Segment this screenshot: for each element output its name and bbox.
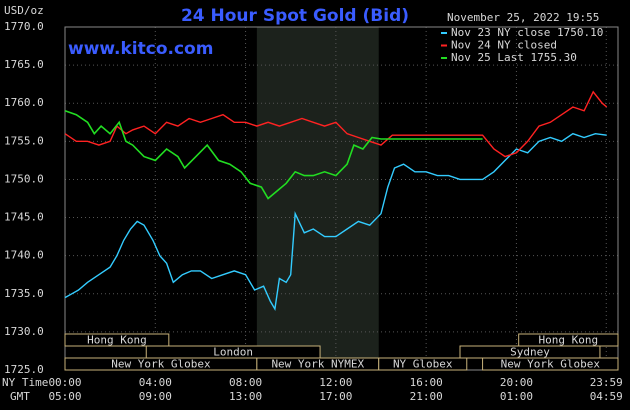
session-label: NY Globex bbox=[393, 358, 453, 371]
y-tick-label: 1725.0 bbox=[4, 363, 44, 376]
y-unit: USD/oz bbox=[4, 4, 44, 17]
x-tick-label: 12:00 bbox=[319, 376, 352, 389]
x-tick-label: 00:00 bbox=[48, 376, 81, 389]
x-tick-label-gmt: 17:00 bbox=[319, 390, 352, 403]
session-label: London bbox=[213, 346, 253, 359]
x-tick-label: 16:00 bbox=[410, 376, 443, 389]
x-tick-label-gmt: 13:00 bbox=[229, 390, 262, 403]
session-label: Hong Kong bbox=[87, 334, 147, 347]
x-tick-label-gmt: 09:00 bbox=[139, 390, 172, 403]
x-tick-label: 08:00 bbox=[229, 376, 262, 389]
x-label-gmt: GMT bbox=[10, 390, 30, 403]
x-tick-label: 23:59 bbox=[590, 376, 623, 389]
price-line bbox=[64, 110, 483, 200]
y-tick-label: 1730.0 bbox=[4, 325, 44, 338]
x-tick-label-gmt: 04:59 bbox=[590, 390, 623, 403]
legend-label: Nov 24 NY closed bbox=[451, 39, 557, 52]
session-box bbox=[482, 357, 619, 371]
session-box bbox=[378, 357, 468, 371]
y-tick-label: 1765.0 bbox=[4, 58, 44, 71]
y-tick-label: 1745.0 bbox=[4, 211, 44, 224]
session-label: New York Globex bbox=[501, 358, 601, 371]
x-tick-label: 20:00 bbox=[500, 376, 533, 389]
y-tick-label: 1770.0 bbox=[4, 20, 44, 33]
y-tick-label: 1750.0 bbox=[4, 172, 44, 185]
x-tick-label-gmt: 05:00 bbox=[48, 390, 81, 403]
legend-label: Nov 25 Last 1755.30 bbox=[451, 51, 577, 64]
price-line bbox=[64, 90, 608, 158]
chart-title: 24 Hour Spot Gold (Bid) bbox=[181, 6, 409, 26]
y-tick-label: 1760.0 bbox=[4, 96, 44, 109]
x-tick-label-gmt: 01:00 bbox=[500, 390, 533, 403]
x-tick-label-gmt: 21:00 bbox=[410, 390, 443, 403]
y-tick-label: 1740.0 bbox=[4, 249, 44, 262]
session-label: Sydney bbox=[510, 346, 550, 359]
price-line bbox=[64, 132, 607, 312]
x-tick-label: 04:00 bbox=[139, 376, 172, 389]
y-tick-label: 1755.0 bbox=[4, 134, 44, 147]
timestamp: November 25, 2022 19:55 bbox=[447, 11, 599, 24]
y-tick-label: 1735.0 bbox=[4, 287, 44, 300]
session-label: New York Globex bbox=[111, 358, 211, 371]
x-label-ny: NY Time bbox=[2, 376, 48, 389]
session-label: New York NYMEX bbox=[271, 358, 364, 371]
session-box bbox=[64, 333, 170, 347]
watermark: www.kitco.com bbox=[68, 39, 213, 59]
session-label: Hong Kong bbox=[539, 334, 599, 347]
session-box bbox=[518, 333, 619, 347]
nymex-highlight bbox=[256, 27, 379, 370]
legend-label: Nov 23 NY close 1750.10 bbox=[451, 26, 603, 39]
